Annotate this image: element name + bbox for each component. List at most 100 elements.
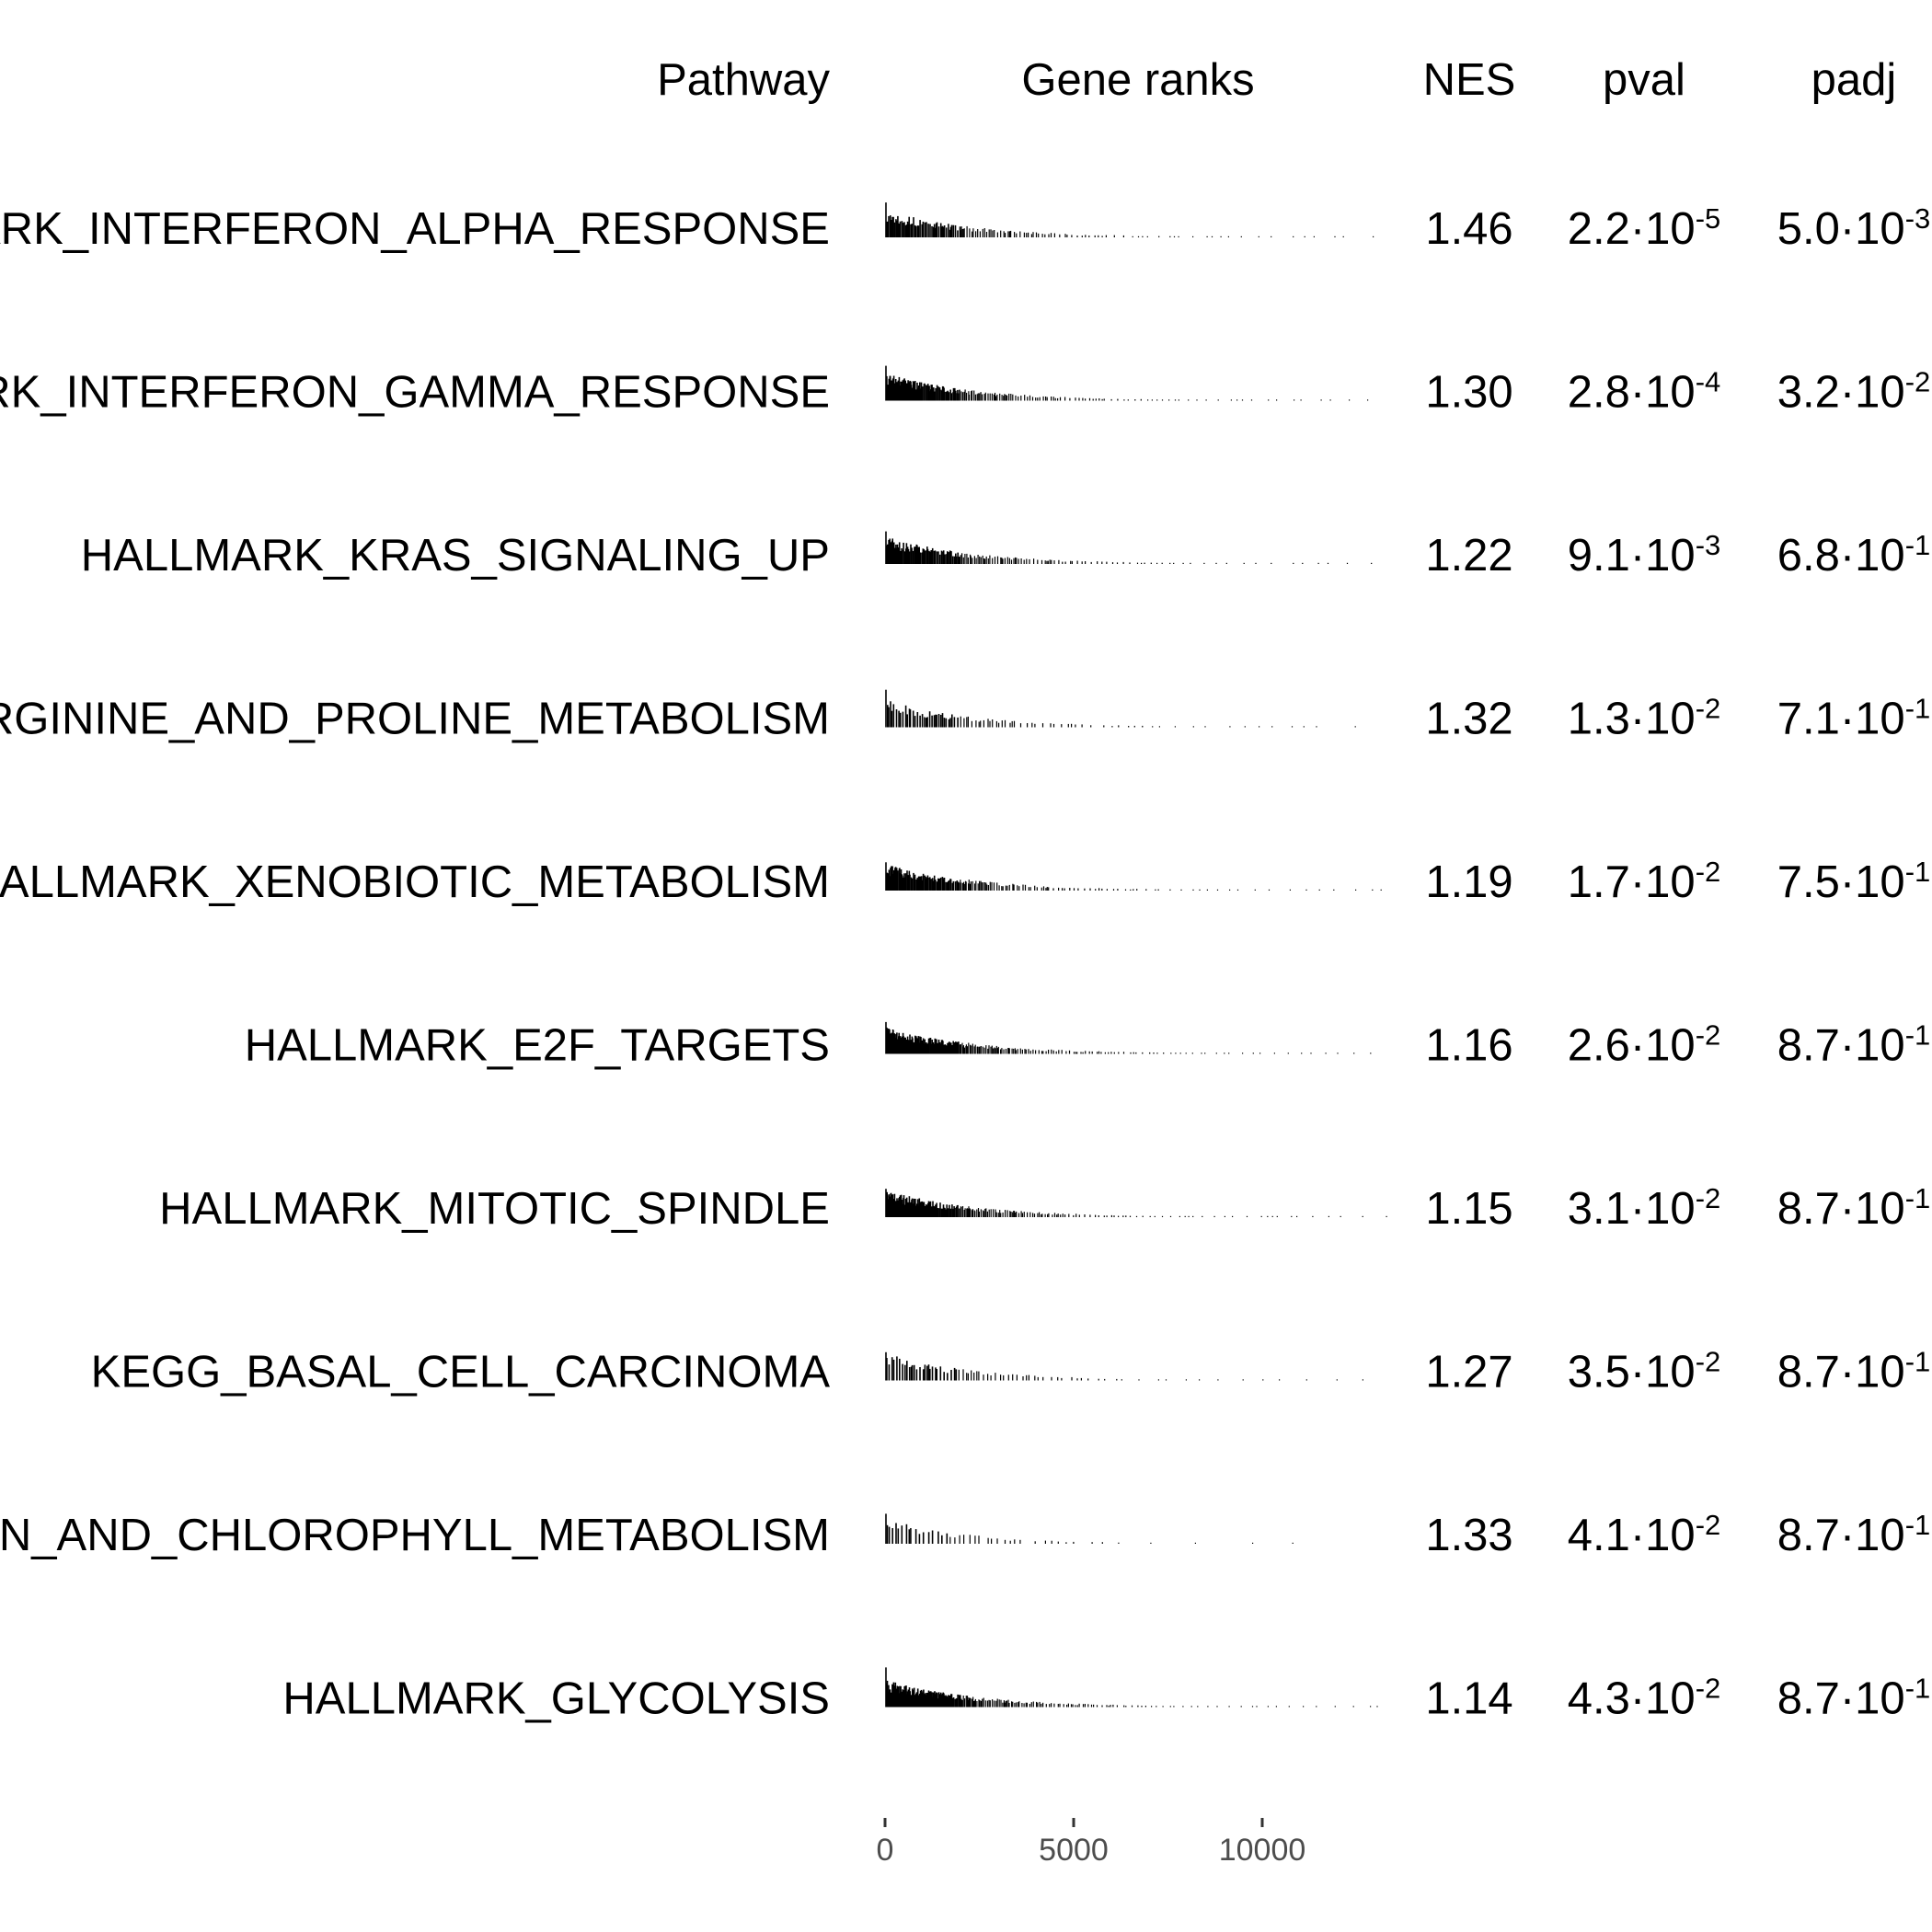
padj-value: 7.1·10-1 <box>1777 692 1931 744</box>
pval-value-exponent: -2 <box>1696 1509 1721 1541</box>
padj-value: 8.7·10-1 <box>1777 1672 1931 1724</box>
padj-value-times: ·10 <box>1840 1184 1905 1234</box>
padj-value-mantissa: 8.7 <box>1777 1348 1840 1397</box>
nes-value: 1.32 <box>1425 695 1512 744</box>
pval-value: 4.3·10-2 <box>1568 1672 1721 1724</box>
pval-value: 2.6·10-2 <box>1568 1018 1721 1071</box>
pval-value-exponent: -2 <box>1696 692 1721 724</box>
padj-value: 7.5·10-1 <box>1777 856 1931 908</box>
nes-value: 1.46 <box>1425 204 1512 254</box>
column-headers: Pathway Gene ranks NES pval padj <box>657 55 1896 105</box>
pval-value-exponent: -2 <box>1696 1345 1721 1377</box>
padj-value-times: ·10 <box>1840 1674 1905 1724</box>
gene-rank-barcode <box>885 202 1374 237</box>
padj-value: 8.7·10-1 <box>1777 1018 1931 1071</box>
padj-value-times: ·10 <box>1840 531 1905 581</box>
pathway-row: HALLMARK_INTERFERON_GAMMA_RESPONSE 1.30 2.… <box>0 365 1930 418</box>
pathway-name: KEGG_BASAL_CELL_CARCINOMA <box>91 1348 831 1397</box>
gene-rank-barcode <box>885 689 1356 728</box>
header-nes: NES <box>1423 55 1516 105</box>
gene-rank-barcode <box>885 1351 1364 1381</box>
padj-value-mantissa: 6.8 <box>1777 531 1840 581</box>
pathway-row: HALLMARK_MITOTIC_SPINDLE 1.15 3.1·10-2 8.7·… <box>159 1182 1930 1235</box>
padj-value-mantissa: 8.7 <box>1777 1674 1840 1724</box>
pathway-name: HALLMARK_INTERFERON_GAMMA_RESPONSE <box>0 368 830 418</box>
pval-value: 2.2·10-5 <box>1568 202 1721 255</box>
pval-value-times: ·10 <box>1630 1674 1696 1724</box>
gene-rank-barcode <box>885 1667 1378 1708</box>
pval-value-times: ·10 <box>1630 695 1696 744</box>
padj-value-exponent: -1 <box>1905 1018 1931 1051</box>
pathway-name: HALLMARK_KRAS_SIGNALING_UP <box>81 531 830 581</box>
pval-value-times: ·10 <box>1630 531 1696 581</box>
padj-value-times: ·10 <box>1840 204 1905 254</box>
nes-value: 1.22 <box>1425 531 1512 581</box>
padj-value-mantissa: 5.0 <box>1777 204 1840 254</box>
pval-value: 2.8·10-4 <box>1568 365 1721 418</box>
gene-rank-barcode <box>885 862 1382 891</box>
pval-value-mantissa: 3.5 <box>1568 1348 1630 1397</box>
x-axis-tick-label: 0 <box>877 1833 894 1868</box>
padj-value-times: ·10 <box>1840 368 1905 418</box>
pval-value-times: ·10 <box>1630 1021 1696 1071</box>
pval-value-mantissa: 9.1 <box>1568 531 1630 581</box>
pathway-row: HALLMARK_XENOBIOTIC_METABOLISM 1.19 1.7·10… <box>0 856 1930 908</box>
pval-value-times: ·10 <box>1630 368 1696 418</box>
padj-value-exponent: -3 <box>1905 202 1931 235</box>
padj-value: 8.7·10-1 <box>1777 1509 1931 1561</box>
nes-value: 1.15 <box>1425 1184 1512 1234</box>
pval-value-mantissa: 3.1 <box>1568 1184 1630 1234</box>
pval-value-mantissa: 4.1 <box>1568 1511 1630 1560</box>
padj-value-exponent: -1 <box>1905 1345 1931 1377</box>
nes-value: 1.30 <box>1425 368 1512 418</box>
gene-rank-barcode <box>885 1513 1294 1544</box>
pval-value-times: ·10 <box>1630 1348 1696 1397</box>
padj-value-exponent: -1 <box>1905 529 1931 561</box>
padj-value-mantissa: 3.2 <box>1777 368 1840 418</box>
nes-value: 1.19 <box>1425 857 1512 907</box>
header-pathway: Pathway <box>657 55 830 105</box>
gene-ranks-x-axis: 0 5000 10000 <box>877 1818 1306 1868</box>
pval-value-exponent: -2 <box>1696 1672 1721 1704</box>
pathway-row: KEGG_ARGININE_AND_PROLINE_METABOLISM 1.32… <box>0 689 1931 744</box>
padj-value-mantissa: 8.7 <box>1777 1184 1840 1234</box>
pval-value-exponent: -2 <box>1696 1182 1721 1214</box>
pval-value-times: ·10 <box>1630 1184 1696 1234</box>
x-axis-tick-label: 10000 <box>1219 1833 1306 1868</box>
gene-rank-barcode <box>885 365 1369 401</box>
pval-value: 3.5·10-2 <box>1568 1345 1721 1397</box>
padj-value-exponent: -1 <box>1905 1509 1931 1541</box>
pathway-row: HALLMARK_GLYCOLYSIS 1.14 4.3·10-2 8.7·10-1 <box>282 1667 1931 1724</box>
nes-value: 1.16 <box>1425 1021 1512 1071</box>
pval-value: 4.1·10-2 <box>1568 1509 1721 1561</box>
gene-rank-barcode <box>885 1021 1372 1054</box>
pathway-name: KEGG_PORPHYRIN_AND_CHLOROPHYLL_METABOLIS… <box>0 1511 830 1560</box>
pathway-row: HALLMARK_KRAS_SIGNALING_UP 1.22 9.1·10-3 6.… <box>81 529 1931 581</box>
pathway-row: KEGG_BASAL_CELL_CARCINOMA 1.27 3.5·10-2 8.7… <box>91 1345 1931 1397</box>
padj-value-times: ·10 <box>1840 1021 1905 1071</box>
padj-value: 6.8·10-1 <box>1777 529 1931 581</box>
nes-value: 1.14 <box>1425 1674 1512 1724</box>
pathway-name: HALLMARK_MITOTIC_SPINDLE <box>159 1184 830 1234</box>
pathway-name: HALLMARK_INTERFERON_ALPHA_RESPONSE <box>0 204 830 254</box>
padj-value-exponent: -1 <box>1905 1182 1931 1214</box>
padj-value: 8.7·10-1 <box>1777 1345 1931 1397</box>
pathway-row: HALLMARK_E2F_TARGETS 1.16 2.6·10-2 8.7·10-1 <box>245 1018 1931 1071</box>
padj-value-exponent: -2 <box>1905 365 1931 397</box>
header-gene-ranks: Gene ranks <box>1021 55 1254 105</box>
pval-value: 1.3·10-2 <box>1568 692 1721 744</box>
padj-value-times: ·10 <box>1840 695 1905 744</box>
pval-value-mantissa: 2.6 <box>1568 1021 1630 1071</box>
nes-value: 1.33 <box>1425 1511 1512 1560</box>
pathway-row: KEGG_PORPHYRIN_AND_CHLOROPHYLL_METABOLIS… <box>0 1509 1930 1561</box>
pathway-row: HALLMARK_INTERFERON_ALPHA_RESPONSE 1.46 2.… <box>0 202 1930 255</box>
pval-value: 3.1·10-2 <box>1568 1182 1721 1235</box>
pval-value-mantissa: 1.3 <box>1568 695 1630 744</box>
pval-value-times: ·10 <box>1630 204 1696 254</box>
pathway-rows: HALLMARK_INTERFERON_ALPHA_RESPONSE 1.46 2.… <box>0 202 1930 1724</box>
pval-value-exponent: -4 <box>1696 365 1721 397</box>
pval-value-mantissa: 1.7 <box>1568 857 1630 907</box>
padj-value-mantissa: 7.5 <box>1777 857 1840 907</box>
x-axis-tick-label: 5000 <box>1039 1833 1109 1868</box>
padj-value-exponent: -1 <box>1905 692 1931 724</box>
